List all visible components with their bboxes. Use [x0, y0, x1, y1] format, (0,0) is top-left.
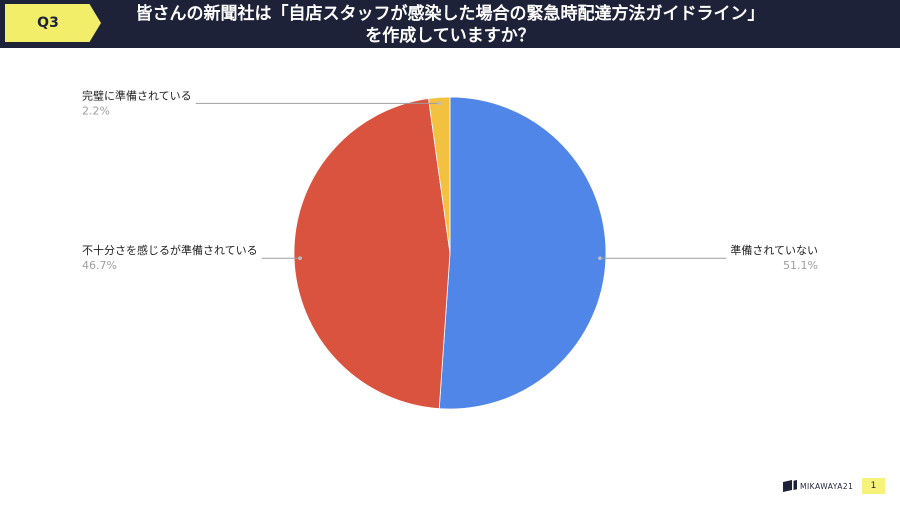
- slice-value-label: 2.2%: [82, 104, 110, 117]
- logo-text: MIKAWAYA21: [800, 481, 854, 491]
- pie-slice-3: [428, 96, 451, 254]
- leader-dot: [598, 256, 602, 261]
- slice-value-label: 51.1%: [783, 259, 818, 272]
- pie-slices: [293, 96, 607, 410]
- slide-header: Q3 皆さんの新聞社は「自店スタッフが感染した場合の緊急時配達方法ガイドライン」…: [0, 0, 900, 48]
- page-number: 1: [862, 478, 885, 494]
- pie-slice-1: [438, 96, 607, 410]
- leader-lines: [195, 101, 727, 261]
- leader-dot: [298, 256, 302, 261]
- slide-title-line-1: 皆さんの新聞社は「自店スタッフが感染した場合の緊急時配達方法ガイドライン」: [135, 4, 765, 24]
- slice-label: 準備されていない: [730, 243, 818, 257]
- company-logo: MIKAWAYA21: [783, 479, 853, 493]
- leader-dot: [437, 101, 442, 106]
- question-badge: Q3: [5, 4, 101, 42]
- question-number: Q3: [37, 15, 59, 31]
- slice-label: 完璧に準備されている: [82, 88, 192, 102]
- slice-labels: 準備されていない 51.1% 不十分さを感じるが準備されている 46.7% 完璧…: [82, 88, 818, 272]
- slide-title-line-2: を作成していますか？: [365, 26, 535, 46]
- slice-value-label: 46.7%: [82, 259, 117, 272]
- slice-label: 不十分さを感じるが準備されている: [82, 243, 258, 257]
- slide-title: 皆さんの新聞社は「自店スタッフが感染した場合の緊急時配達方法ガイドライン」 を作…: [110, 3, 790, 47]
- mikawaya-logo-icon: [783, 480, 797, 492]
- pie-slice-2: [293, 98, 451, 410]
